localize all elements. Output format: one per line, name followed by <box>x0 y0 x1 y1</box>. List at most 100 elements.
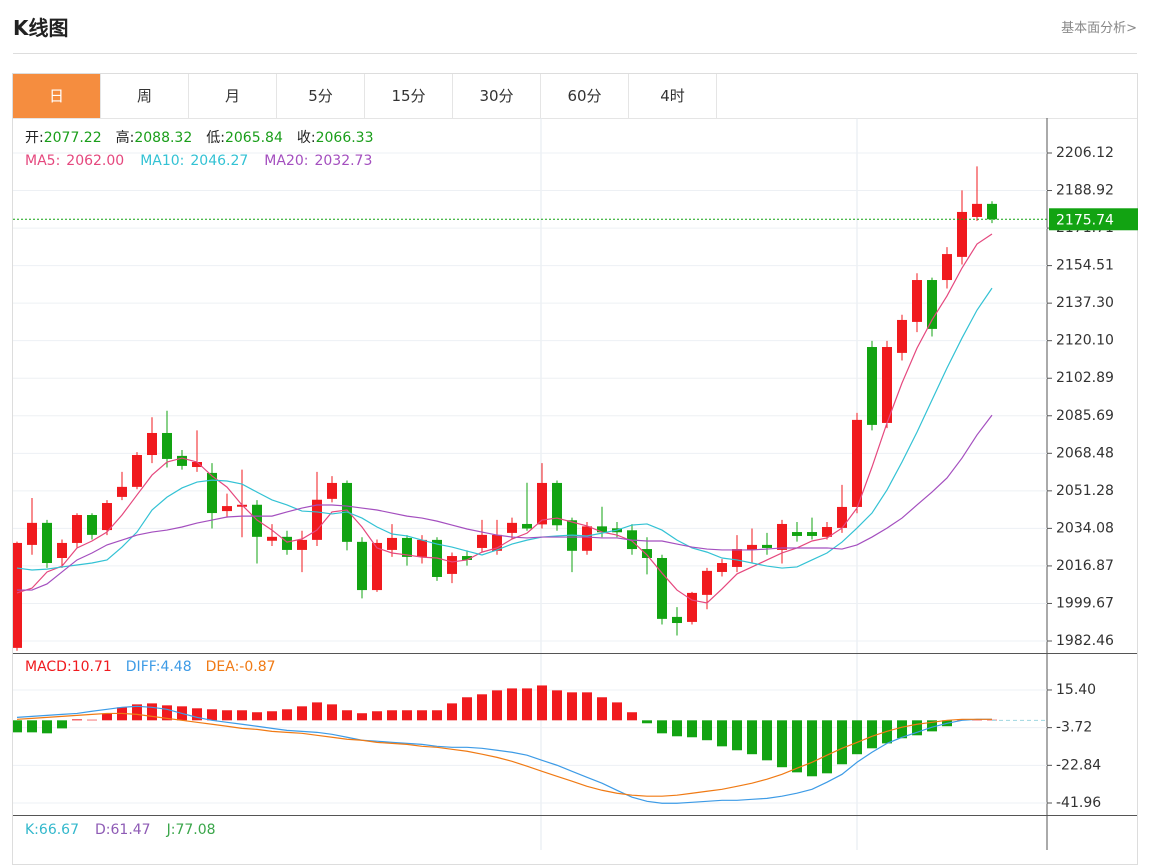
candle-body <box>597 526 607 533</box>
macd-bar <box>657 720 667 734</box>
candle-body <box>27 522 37 545</box>
macd-bar <box>747 720 757 755</box>
y-tick-label: 2068.48 <box>1056 445 1114 461</box>
macd-bar <box>102 713 112 721</box>
candle-body <box>852 419 862 507</box>
macd-bar <box>147 703 157 721</box>
candle-body <box>687 592 697 622</box>
macd-bar <box>252 712 262 721</box>
candle-body <box>327 482 337 499</box>
y-tick-label: 2034.08 <box>1056 520 1114 536</box>
candle-body <box>882 347 892 423</box>
candle-body <box>747 544 757 550</box>
period-tab[interactable]: 日 <box>13 74 101 118</box>
info-value: 2065.84 <box>225 130 283 146</box>
candle-body <box>207 472 217 514</box>
divider <box>13 53 1137 54</box>
candles <box>13 166 997 651</box>
candle-body <box>147 432 157 456</box>
info-label: 收: <box>297 130 316 146</box>
macd-bar <box>432 710 442 721</box>
macd-bar <box>297 706 307 721</box>
macd-bar <box>402 710 412 721</box>
macd-bar <box>417 710 427 721</box>
candle-body <box>13 542 22 648</box>
candle-body <box>267 536 277 541</box>
period-tab[interactable]: 月 <box>189 74 277 118</box>
macd-bar <box>342 710 352 721</box>
candle-body <box>87 515 97 535</box>
macd-bars <box>13 685 997 777</box>
fundamental-link[interactable]: 基本面分析> <box>1061 21 1137 36</box>
macd-bar <box>867 720 877 749</box>
legend-value: 4.48 <box>160 659 191 675</box>
macd-bar <box>837 720 847 765</box>
period-tab[interactable]: 60分 <box>541 74 629 118</box>
period-tab[interactable]: 30分 <box>453 74 541 118</box>
legend-label: MA5: <box>25 153 60 169</box>
macd-bar <box>717 720 727 747</box>
macd-bar <box>552 690 562 721</box>
macd-bar <box>777 720 787 768</box>
legend-value: 66.67 <box>39 822 79 838</box>
macd-bar <box>702 720 712 741</box>
period-tab[interactable]: 15分 <box>365 74 453 118</box>
macd-bar <box>42 720 52 734</box>
macd-bar <box>267 711 277 721</box>
macd-bar <box>357 713 367 721</box>
indicator-line <box>16 233 993 604</box>
macd-bar <box>792 720 802 773</box>
macd-bar <box>927 720 937 732</box>
candle-body <box>252 504 262 537</box>
macd-bar <box>822 720 832 774</box>
candle-body <box>387 537 397 550</box>
legend-value: 10.71 <box>72 659 112 675</box>
macd-bar <box>237 710 247 721</box>
indicator-line <box>16 287 993 571</box>
macd-bar <box>27 720 37 733</box>
candle-body <box>777 523 787 550</box>
macd-bar <box>312 702 322 721</box>
candle-body <box>582 526 592 551</box>
macd-bar <box>222 710 232 721</box>
candle-body <box>222 506 232 512</box>
legend-value: 2032.73 <box>314 153 372 169</box>
y-tick-label: 2102.89 <box>1056 370 1114 386</box>
candle-body <box>702 570 712 595</box>
macd-bar <box>13 720 22 733</box>
info-label: 高: <box>116 129 135 146</box>
legend-value: 2046.27 <box>190 153 248 169</box>
indicator-line <box>17 414 993 591</box>
candle-body <box>897 319 907 353</box>
macd-bar <box>282 709 292 721</box>
candle-body <box>447 556 457 574</box>
candle-body <box>102 503 112 531</box>
candle-body <box>372 542 382 591</box>
period-tab[interactable]: 4时 <box>629 74 717 118</box>
period-tab[interactable]: 周 <box>101 74 189 118</box>
macd-bar <box>372 711 382 721</box>
y-tick-label: 15.40 <box>1056 682 1096 698</box>
macd-bar <box>462 697 472 721</box>
legend-value: 2062.00 <box>66 153 124 169</box>
macd-bar <box>912 720 922 736</box>
page-title: K线图 <box>13 16 69 40</box>
legend-label: J: <box>166 822 176 838</box>
macd-bar <box>642 720 652 724</box>
chart-panel: 日周月 5分 15分 30分 60分 4时 <box>12 73 1138 865</box>
candle-body <box>57 542 67 559</box>
period-tab[interactable]: 5分 <box>277 74 365 118</box>
candle-body <box>477 534 487 548</box>
y-tick-label: 1999.67 <box>1056 595 1114 611</box>
macd-bar <box>192 708 202 721</box>
macd-bar <box>732 720 742 751</box>
macd-bar <box>507 688 517 721</box>
legend-label: MA20: <box>264 153 308 169</box>
candle-body <box>507 522 517 533</box>
candle-body <box>492 534 502 551</box>
candle-body <box>402 537 412 557</box>
legend-label: DIFF: <box>126 659 161 675</box>
candle-body <box>972 203 982 217</box>
